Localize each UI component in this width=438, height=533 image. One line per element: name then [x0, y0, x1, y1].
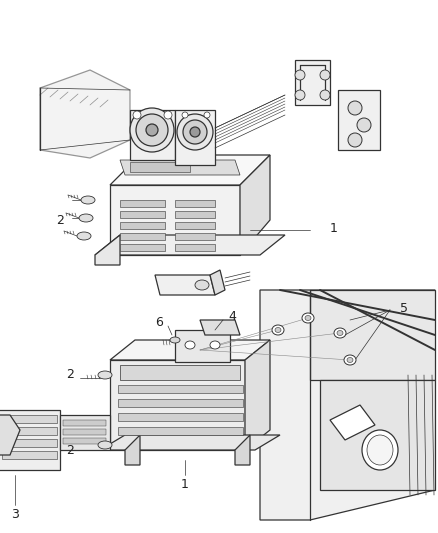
Ellipse shape [367, 435, 393, 465]
Polygon shape [175, 233, 215, 240]
Ellipse shape [272, 325, 284, 335]
Polygon shape [110, 185, 240, 255]
Ellipse shape [347, 358, 353, 362]
Ellipse shape [334, 328, 346, 338]
Polygon shape [310, 290, 435, 380]
Polygon shape [110, 340, 270, 360]
Ellipse shape [348, 101, 362, 115]
Polygon shape [0, 410, 60, 470]
Ellipse shape [195, 280, 209, 290]
Bar [130, 162, 190, 172]
Ellipse shape [98, 441, 112, 449]
Ellipse shape [79, 214, 93, 222]
Ellipse shape [302, 313, 314, 323]
Polygon shape [260, 290, 435, 520]
Ellipse shape [305, 316, 311, 320]
Bar [63, 429, 106, 435]
Bar [2, 439, 57, 447]
Polygon shape [60, 415, 110, 450]
Bar [63, 438, 106, 444]
Ellipse shape [182, 112, 188, 118]
Polygon shape [175, 244, 215, 251]
Ellipse shape [98, 371, 112, 379]
Polygon shape [175, 222, 215, 229]
Polygon shape [95, 235, 120, 265]
Text: 6: 6 [155, 316, 163, 328]
Polygon shape [118, 399, 243, 407]
Text: 1: 1 [181, 479, 189, 491]
Bar [2, 415, 57, 423]
Ellipse shape [170, 337, 180, 343]
Polygon shape [240, 155, 270, 255]
Polygon shape [320, 380, 435, 490]
Polygon shape [120, 222, 165, 229]
Polygon shape [210, 270, 225, 295]
Polygon shape [295, 60, 330, 105]
Polygon shape [100, 435, 280, 450]
Ellipse shape [177, 114, 213, 150]
Ellipse shape [320, 90, 330, 100]
Polygon shape [95, 235, 285, 255]
Polygon shape [120, 233, 165, 240]
Text: 1: 1 [330, 222, 338, 235]
Bar [63, 420, 106, 426]
Polygon shape [175, 110, 215, 165]
Text: 2: 2 [56, 214, 64, 227]
Ellipse shape [204, 112, 210, 118]
Bar [2, 427, 57, 435]
Ellipse shape [164, 111, 172, 119]
Ellipse shape [348, 133, 362, 147]
Bar [2, 451, 57, 459]
Polygon shape [120, 160, 240, 175]
Ellipse shape [295, 70, 305, 80]
Ellipse shape [320, 70, 330, 80]
Ellipse shape [362, 430, 398, 470]
Polygon shape [40, 70, 130, 158]
Ellipse shape [185, 341, 195, 349]
Polygon shape [175, 200, 215, 207]
Polygon shape [118, 427, 243, 435]
Text: 4: 4 [228, 310, 236, 322]
Polygon shape [125, 435, 140, 465]
Ellipse shape [136, 114, 168, 146]
Text: 2: 2 [66, 367, 74, 381]
Polygon shape [330, 405, 375, 440]
Polygon shape [120, 211, 165, 218]
Polygon shape [235, 435, 250, 465]
Ellipse shape [357, 118, 371, 132]
Ellipse shape [190, 127, 200, 137]
Polygon shape [130, 110, 175, 160]
Text: 2: 2 [66, 443, 74, 456]
Polygon shape [175, 330, 230, 362]
Ellipse shape [295, 90, 305, 100]
Ellipse shape [275, 327, 281, 333]
Ellipse shape [337, 330, 343, 335]
Polygon shape [200, 320, 240, 335]
Ellipse shape [183, 120, 207, 144]
Ellipse shape [210, 341, 220, 349]
Ellipse shape [344, 355, 356, 365]
Polygon shape [110, 360, 245, 450]
Polygon shape [118, 413, 243, 421]
Text: 5: 5 [400, 302, 408, 314]
Polygon shape [155, 275, 215, 295]
Polygon shape [118, 385, 243, 393]
Ellipse shape [146, 124, 158, 136]
Polygon shape [338, 90, 380, 150]
Ellipse shape [130, 108, 174, 152]
Polygon shape [175, 211, 215, 218]
Ellipse shape [81, 196, 95, 204]
Polygon shape [0, 415, 20, 455]
Polygon shape [245, 340, 270, 450]
Bar [120, 365, 240, 380]
Text: 3: 3 [11, 508, 19, 521]
Polygon shape [120, 200, 165, 207]
Polygon shape [110, 155, 270, 185]
Ellipse shape [77, 232, 91, 240]
Ellipse shape [133, 111, 141, 119]
Polygon shape [120, 244, 165, 251]
